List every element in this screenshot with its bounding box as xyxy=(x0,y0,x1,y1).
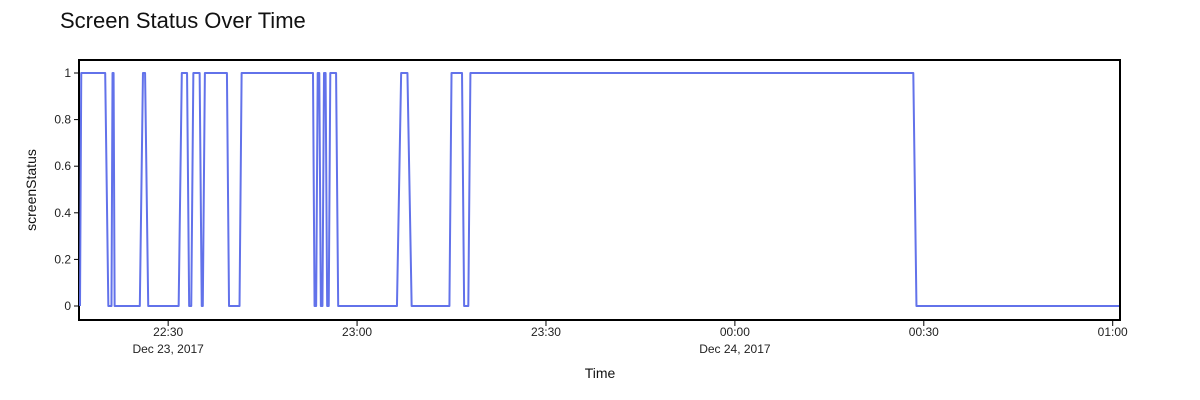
x-tick-label: 01:00 xyxy=(1098,325,1128,339)
y-tick-label: 0.8 xyxy=(54,113,71,127)
x-axis-title: Time xyxy=(585,365,616,381)
y-axis-title: screenStatus xyxy=(23,149,39,231)
x-tick-date-label: Dec 24, 2017 xyxy=(699,342,771,356)
x-axis-ticks: 22:30 Dec 23, 2017 23:00 23:30 00:00 Dec 24, … xyxy=(132,321,1128,356)
x-tick-label: 00:00 xyxy=(720,325,750,339)
y-axis-ticks: 0 0.2 0.4 0.6 0.8 1 xyxy=(54,66,79,313)
x-tick-label: 23:00 xyxy=(342,325,372,339)
x-tick-label: 00:30 xyxy=(909,325,939,339)
x-tick-date-label: Dec 23, 2017 xyxy=(132,342,204,356)
y-tick-label: 0 xyxy=(64,299,71,313)
y-tick-label: 0.6 xyxy=(54,159,71,173)
series-line xyxy=(79,72,1119,307)
plot-frame xyxy=(78,59,1121,321)
series-layer xyxy=(79,72,1119,307)
x-tick-label: 22:30 xyxy=(153,325,183,339)
y-tick-label: 1 xyxy=(64,66,71,80)
chart-title: Screen Status Over Time xyxy=(60,8,306,33)
x-tick-label: 23:30 xyxy=(531,325,561,339)
y-tick-label: 0.2 xyxy=(54,252,71,266)
y-tick-label: 0.4 xyxy=(54,206,71,220)
